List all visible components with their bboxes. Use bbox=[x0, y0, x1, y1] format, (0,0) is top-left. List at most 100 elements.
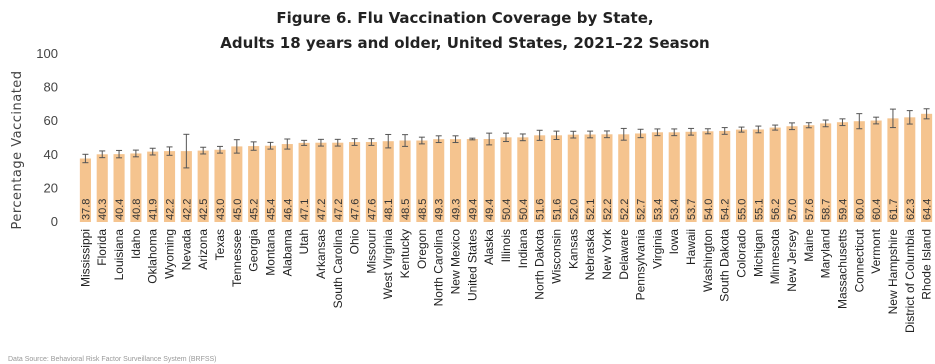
y-tick-label: 40 bbox=[44, 147, 58, 162]
error-bar bbox=[889, 108, 896, 129]
x-tick-label: Illinois bbox=[499, 229, 513, 262]
data-label: 42.5 bbox=[198, 199, 210, 220]
y-axis-label: Percentage Vaccinated bbox=[10, 70, 25, 229]
bar bbox=[483, 139, 495, 222]
error-bar bbox=[923, 108, 930, 120]
data-label: 52.2 bbox=[619, 199, 631, 220]
error-bar bbox=[301, 139, 308, 146]
error-bar bbox=[82, 153, 89, 164]
error-bar bbox=[873, 116, 880, 125]
bar bbox=[584, 134, 596, 222]
error-bar bbox=[166, 146, 173, 156]
chart-title-line-2: Adults 18 years and older, United States… bbox=[220, 34, 709, 52]
x-tick-label: Oregon bbox=[415, 229, 429, 269]
x-tick-label: New Mexico bbox=[449, 229, 463, 295]
x-tick-label: Indiana bbox=[516, 229, 530, 269]
bar bbox=[79, 158, 91, 222]
error-bar bbox=[250, 141, 257, 151]
bar bbox=[702, 131, 714, 222]
data-label: 51.6 bbox=[535, 199, 547, 220]
x-tick-label: Alaska bbox=[482, 229, 496, 265]
data-label: 56.2 bbox=[770, 199, 782, 220]
data-label: 48.1 bbox=[383, 199, 395, 220]
x-tick-label: Georgia bbox=[247, 229, 261, 272]
x-tick-label: Arkansas bbox=[314, 229, 328, 279]
x-tick-label: Alabama bbox=[280, 229, 294, 277]
data-label: 53.4 bbox=[652, 199, 664, 220]
data-label: 54.2 bbox=[720, 199, 732, 220]
x-tick-label: Arizona bbox=[196, 229, 210, 270]
data-label: 48.5 bbox=[417, 199, 429, 220]
data-label: 60.0 bbox=[854, 199, 866, 220]
bar bbox=[769, 127, 781, 222]
data-label: 55.0 bbox=[737, 199, 749, 220]
x-tick-label: Virginia bbox=[650, 229, 664, 269]
error-bar bbox=[435, 135, 442, 144]
bar bbox=[550, 135, 563, 222]
bar bbox=[752, 129, 764, 222]
error-bar bbox=[233, 139, 240, 154]
x-tick-label: Wyoming bbox=[163, 229, 177, 279]
chart-title-line-1: Figure 6. Flu Vaccination Coverage by St… bbox=[276, 9, 653, 27]
error-bar bbox=[721, 127, 728, 135]
x-tick-label: South Carolina bbox=[331, 229, 345, 309]
x-tick-label: Maine bbox=[802, 229, 816, 262]
x-tick-label: Idaho bbox=[129, 229, 143, 259]
error-bar bbox=[284, 138, 291, 150]
data-label: 47.6 bbox=[366, 199, 378, 220]
error-bar bbox=[839, 118, 846, 127]
bar bbox=[298, 142, 310, 222]
x-tick-label: West Virginia bbox=[381, 229, 395, 300]
y-tick-label: 20 bbox=[44, 180, 58, 195]
bar bbox=[197, 150, 209, 222]
bar bbox=[786, 126, 798, 222]
x-tick-label: Mississippi bbox=[78, 229, 92, 287]
bar bbox=[870, 120, 882, 222]
data-label: 42.2 bbox=[165, 199, 177, 220]
bar bbox=[315, 142, 327, 222]
bar bbox=[635, 133, 647, 222]
error-bar bbox=[805, 122, 812, 129]
bar bbox=[130, 153, 142, 222]
data-label: 50.4 bbox=[518, 199, 530, 220]
x-tick-label: Rhode Island bbox=[920, 229, 934, 300]
bar bbox=[668, 132, 680, 222]
bar bbox=[500, 137, 512, 222]
bar bbox=[365, 142, 377, 222]
bar-series bbox=[79, 113, 933, 222]
x-tick-label: District of Columbia bbox=[903, 229, 917, 333]
bar bbox=[466, 139, 478, 222]
data-label: 48.5 bbox=[400, 199, 412, 220]
error-bar bbox=[587, 130, 594, 139]
error-bar bbox=[452, 135, 459, 144]
error-bar bbox=[688, 127, 695, 136]
x-axis-ticks: Mississippi Florida Louisiana Idaho Oklahoma… bbox=[78, 228, 933, 333]
bar bbox=[349, 142, 361, 222]
error-bar bbox=[385, 133, 392, 149]
bar bbox=[163, 151, 176, 222]
error-bar bbox=[856, 113, 863, 130]
error-bar bbox=[351, 138, 358, 146]
y-tick-label: 60 bbox=[44, 113, 58, 128]
bar bbox=[735, 129, 748, 222]
bar bbox=[113, 154, 125, 222]
bar bbox=[96, 154, 108, 222]
data-label: 61.7 bbox=[888, 199, 900, 220]
data-label: 52.0 bbox=[568, 199, 580, 220]
bar bbox=[803, 125, 815, 222]
data-label: 50.4 bbox=[501, 199, 513, 220]
data-label: 45.0 bbox=[232, 199, 244, 220]
data-label: 53.7 bbox=[686, 199, 698, 220]
x-tick-label: Vermont bbox=[869, 228, 883, 273]
bar bbox=[231, 146, 243, 222]
x-tick-label: Florida bbox=[95, 229, 109, 266]
data-label: 49.4 bbox=[467, 199, 479, 220]
data-label: 55.1 bbox=[753, 199, 765, 220]
data-label: 41.9 bbox=[148, 199, 160, 220]
data-label: 46.4 bbox=[282, 199, 294, 220]
bar bbox=[921, 113, 933, 222]
data-label: 40.3 bbox=[97, 199, 109, 220]
data-label: 42.2 bbox=[181, 199, 193, 220]
bar bbox=[904, 117, 916, 222]
error-bar bbox=[116, 149, 123, 159]
